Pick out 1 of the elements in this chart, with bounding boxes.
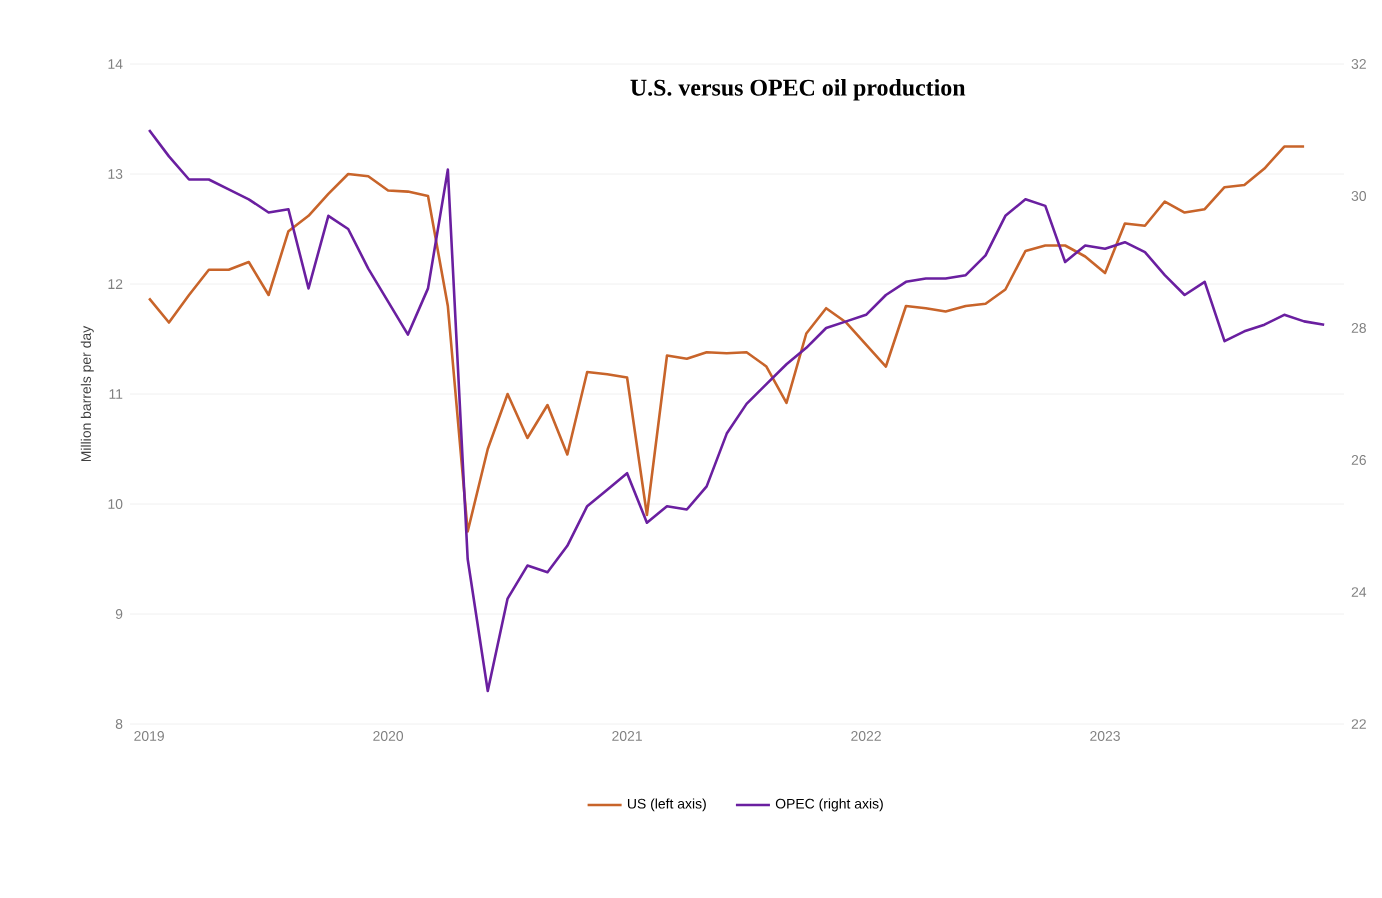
text: U.S. versus OPEC oil production [630,78,966,101]
